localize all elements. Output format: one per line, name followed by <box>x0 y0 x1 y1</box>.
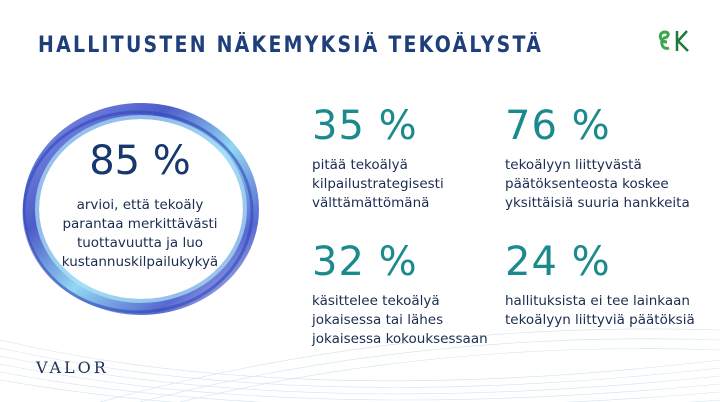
stat-value: 32 % <box>312 239 418 285</box>
stat-32: 32 % käsittelee tekoälyä jokaisessa tai … <box>312 240 488 349</box>
text-line: parantaa merkittävästi <box>62 216 218 232</box>
stat-76: 76 % tekoälyyn liittyvästä päätöksenteos… <box>505 104 690 213</box>
text-line: arvioi, että tekoäly <box>76 197 204 213</box>
highlight-value: 85 % <box>89 138 191 184</box>
text-line: päätöksenteosta koskee <box>505 176 669 192</box>
text-line: kilpailustrategisesti <box>312 176 444 192</box>
text-line: tekoälyyn liittyviä päätöksiä <box>505 312 695 328</box>
text-line: hallituksista ei tee lainkaan <box>505 293 690 309</box>
stat-value: 35 % <box>312 103 418 149</box>
text-line: käsittelee tekoälyä <box>312 293 440 309</box>
text-line: tuottavuutta ja luo <box>76 235 204 251</box>
stat-35: 35 % pitää tekoälyä kilpailustrategisest… <box>312 104 444 213</box>
text-line: jokaisessa kokouksessaan <box>312 331 488 347</box>
stat-value: 24 % <box>505 239 611 285</box>
text-line: pitää tekoälyä <box>312 157 408 173</box>
highlight-description: arvioi, että tekoäly parantaa merkittävä… <box>0 196 280 272</box>
text-line: jokaisessa tai lähes <box>312 312 444 328</box>
text-line: yksittäisiä suuria hankkeita <box>505 195 690 211</box>
background-waves <box>0 328 720 402</box>
ek-logo-icon <box>658 30 689 52</box>
stat-description: käsittelee tekoälyä jokaisessa tai lähes… <box>312 292 488 349</box>
stat-24: 24 % hallituksista ei tee lainkaan tekoä… <box>505 240 695 330</box>
page-title: HALLITUSTEN NÄKEMYKSIÄ TEKOÄLYSTÄ <box>38 33 544 58</box>
stat-description: pitää tekoälyä kilpailustrategisesti väl… <box>312 156 444 213</box>
text-line: tekoälyyn liittyvästä <box>505 157 642 173</box>
glow-ring <box>22 103 259 315</box>
stat-description: tekoälyyn liittyvästä päätöksenteosta ko… <box>505 156 690 213</box>
valor-logo: VALOR <box>36 358 109 377</box>
stat-value: 76 % <box>505 103 611 149</box>
text-line: kustannuskilpailukykyä <box>61 254 219 270</box>
text-line: välttämättömänä <box>312 195 430 211</box>
stat-description: hallituksista ei tee lainkaan tekoälyyn … <box>505 292 695 330</box>
